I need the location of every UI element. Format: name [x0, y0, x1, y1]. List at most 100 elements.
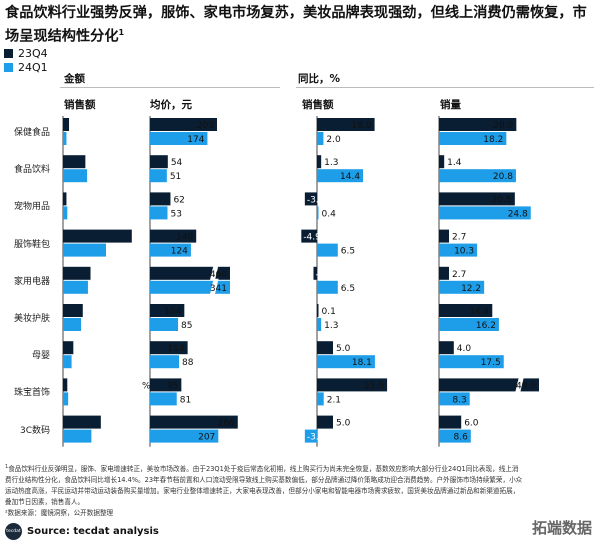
- bar-24q1: [150, 206, 168, 220]
- watermark: 拓端数据: [531, 519, 592, 537]
- bar-24q1: [317, 206, 319, 220]
- bar-24q1: [63, 392, 69, 406]
- bar-23q4: [439, 304, 493, 317]
- data-label: 20.5: [492, 195, 512, 205]
- bar-24q1: [150, 132, 208, 145]
- category-label: 食品饮料: [13, 165, 50, 176]
- data-label: 174: [187, 135, 204, 145]
- bar-24q1: [304, 429, 317, 443]
- category-label: 家用电器: [13, 276, 50, 287]
- bar-23q4: [317, 155, 322, 169]
- data-label: 20.8: [493, 172, 513, 182]
- data-label: 14.4: [340, 172, 360, 182]
- bar-24q1: [63, 429, 92, 443]
- heading-amount: 金额: [64, 73, 85, 85]
- bar-24q1: [63, 280, 88, 294]
- data-label: -3.8: [307, 195, 325, 205]
- bar-23q4: [439, 229, 449, 243]
- bar-24q1: [439, 243, 478, 257]
- heading-volume: 销量: [440, 99, 461, 111]
- source-text: Source: tecdat analysis: [27, 526, 159, 537]
- legend-item-23q4: 23Q4: [4, 46, 48, 60]
- data-label: 1.4: [447, 158, 462, 168]
- data-label: 6.0: [464, 419, 479, 429]
- bar-23q4: [304, 192, 317, 206]
- data-label: 62: [173, 195, 184, 205]
- bar-23q4: [317, 378, 388, 392]
- legend: 23Q4 24Q1: [4, 46, 48, 74]
- data-label: 54: [171, 158, 183, 168]
- category-label: 美妆护肤: [13, 314, 50, 324]
- footnote: 1食品饮料行业反弹明显，服饰、家电增速转正，美妆市场改善。由于23Q1处于疫后常…: [5, 464, 523, 518]
- data-label: 140: [176, 233, 193, 243]
- data-label: 21.9: [364, 381, 384, 391]
- data-label: 266: [218, 419, 235, 429]
- data-label: 8.3: [452, 395, 466, 405]
- axis-break-mark: [209, 264, 219, 282]
- bar-23q4: [317, 304, 319, 317]
- category-label: 珠宝首饰: [13, 388, 50, 399]
- data-label: 16.2: [476, 321, 496, 331]
- category-label: 宠物用品: [13, 202, 50, 213]
- legend-swatch-23q4: [4, 48, 13, 58]
- data-label: 81: [180, 395, 191, 405]
- data-label: 85: [181, 321, 192, 331]
- data-label: 17.5: [481, 358, 501, 368]
- bar-24q1: [317, 280, 338, 294]
- bar-24q1: [63, 243, 106, 257]
- bar-24q1: [63, 355, 72, 369]
- data-label: 0.4: [322, 209, 337, 219]
- bar-23q4: [63, 415, 101, 429]
- bar-24q1: [439, 169, 516, 183]
- data-label: 0.1: [322, 307, 336, 317]
- bar-23q4: [317, 415, 333, 429]
- bar-24q1: [317, 243, 338, 257]
- bar-24q1: [150, 392, 177, 406]
- data-label: 460: [210, 270, 227, 280]
- data-label: 5.0: [336, 419, 351, 429]
- heading-yoy-sales: 销售额: [302, 99, 334, 111]
- bar-24q1: [63, 318, 82, 331]
- data-label: 114: [167, 344, 184, 354]
- bar-24q1: [439, 392, 470, 406]
- data-label: 104: [164, 307, 181, 317]
- bar-23q4: [150, 415, 238, 429]
- divider-amount: [60, 87, 280, 88]
- panel-note: %: [142, 381, 151, 391]
- bar-23q4: [439, 155, 445, 169]
- tecdat-logo-icon: tecdat: [5, 523, 22, 540]
- bar-23q4: [313, 266, 317, 280]
- bar-23q4: [301, 229, 317, 243]
- data-label: 203: [197, 121, 214, 131]
- bar-24q1: [439, 355, 504, 369]
- data-label: 5.0: [336, 344, 351, 354]
- data-label: 53: [170, 209, 181, 219]
- data-label: 6.5: [341, 247, 355, 257]
- bar-23q4: [439, 415, 462, 429]
- data-label: 341: [210, 284, 227, 294]
- bar-24q1: [439, 132, 507, 145]
- heading-avg-price: 均价，元: [150, 99, 192, 111]
- bar-23q4: [439, 378, 539, 392]
- data-label: 51: [170, 172, 181, 182]
- data-label: 1.3: [324, 321, 338, 331]
- bar-23q4: [63, 266, 91, 280]
- data-label: 18.2: [483, 135, 503, 145]
- bar-24q1: [63, 169, 88, 183]
- bar-24q1: [439, 318, 499, 331]
- data-label: 2.7: [452, 233, 466, 243]
- axis-break-mark: [209, 278, 219, 296]
- source-line: tecdat Source: tecdat analysis: [5, 523, 159, 540]
- category-label: 保健食品: [13, 128, 50, 138]
- bar-23q4: [439, 118, 517, 131]
- divider-yoy: [296, 87, 594, 88]
- bar-24q1: [63, 206, 68, 220]
- page-title: 食品饮料行业强势反弹，服饰、家电市场复苏，美妆品牌表现强劲，但线上消费仍需恢复，…: [5, 5, 587, 45]
- data-label: 6.5: [341, 284, 355, 294]
- bar-24q1: [150, 169, 167, 183]
- data-label: 95: [167, 381, 178, 391]
- axis-break-mark: [515, 376, 524, 394]
- data-label: 4.0: [457, 344, 472, 354]
- bar-24q1: [150, 318, 179, 331]
